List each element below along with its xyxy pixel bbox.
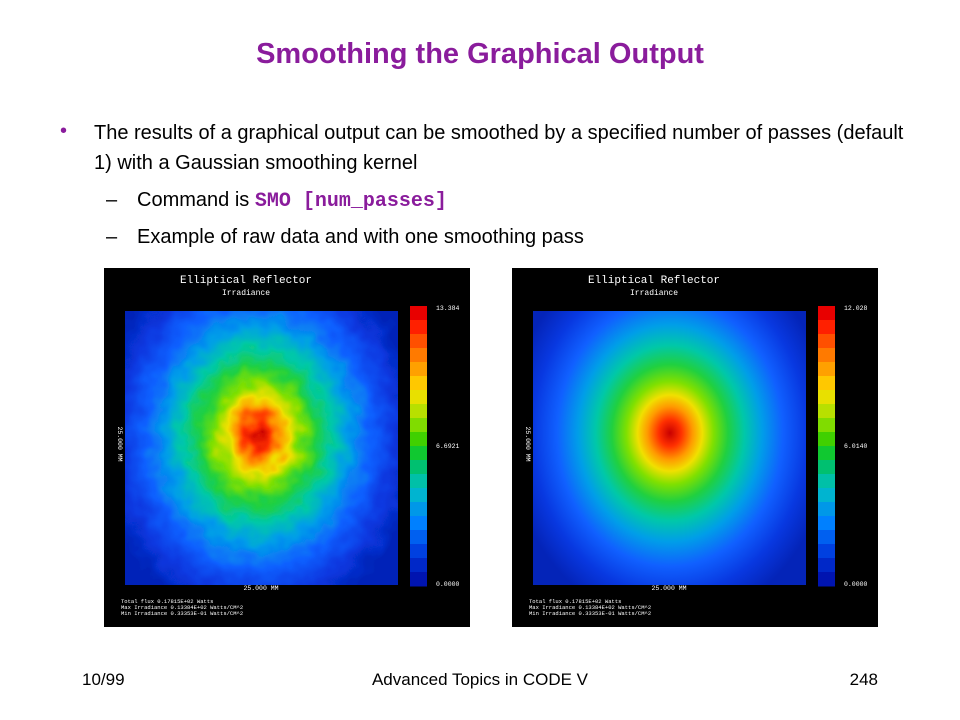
colorbar-band <box>818 348 835 363</box>
colorbar-band <box>818 572 835 587</box>
colorbar-band <box>410 376 427 391</box>
colorbar-band <box>410 348 427 363</box>
plot-subtitle: Irradiance <box>222 289 270 298</box>
plot-title: Elliptical Reflector <box>180 275 312 287</box>
colorbar-band <box>410 460 427 475</box>
colorbar-band <box>818 558 835 573</box>
colorbar-band <box>410 530 427 545</box>
colorbar-band <box>818 446 835 461</box>
colorbar-band <box>818 418 835 433</box>
colorbar-band <box>818 544 835 559</box>
subitem-text: Example of raw data and with one smoothi… <box>137 226 584 248</box>
stats-line: Max Irradiance 0.13384E+02 Watts/CM^2 <box>121 604 243 611</box>
stats-line: Min Irradiance 0.33353E-01 Watts/CM^2 <box>529 610 651 617</box>
heatmap-fill <box>125 311 398 585</box>
colorbar-band <box>410 418 427 433</box>
x-axis-label: 25.000 MM <box>243 585 278 592</box>
colorbar-band <box>410 432 427 447</box>
colorbar-label: 12.028 <box>844 305 868 312</box>
irradiance-plot-raw: Elliptical Reflector Irradiance 13.384 6.69… <box>104 268 470 627</box>
heatmap-fill <box>533 311 806 585</box>
colorbar-band <box>818 474 835 489</box>
footer-page: 248 <box>849 670 878 689</box>
footer-date: 10/99 <box>82 670 125 689</box>
colorbar-band <box>410 474 427 489</box>
footer-center: Advanced Topics in CODE V <box>371 670 589 689</box>
colorbar-band <box>818 390 835 405</box>
bullet-dot: • <box>60 120 68 142</box>
colorbar-band <box>818 404 835 419</box>
stats-line: Total flux 0.17815E+02 Watts <box>121 598 213 605</box>
colorbar-band <box>410 362 427 377</box>
colorbar-band <box>410 572 427 587</box>
colorbar-band <box>410 502 427 517</box>
irradiance-plot-smoothed: Elliptical Reflector Irradiance 12.028 6.01… <box>512 268 878 627</box>
colorbar-label: 6.6921 <box>436 443 460 450</box>
colorbar-label: 6.0140 <box>844 443 868 450</box>
subitem: Command is SMO [num_passes] <box>137 185 447 217</box>
colorbar-band <box>410 390 427 405</box>
colorbar-band <box>410 488 427 503</box>
slide-title: Smoothing the Graphical Output <box>256 38 704 70</box>
colorbar-label: 0.0000 <box>844 581 868 588</box>
plot-subtitle: Irradiance <box>630 289 678 298</box>
colorbar-band <box>818 530 835 545</box>
stats-line: Total flux 0.17815E+02 Watts <box>529 598 621 605</box>
bullet-text: The results of a graphical output can be… <box>94 122 904 174</box>
heatmap <box>125 311 398 585</box>
colorbar-band <box>818 460 835 475</box>
colorbar-band <box>818 320 835 335</box>
colorbar-band <box>410 544 427 559</box>
y-axis-label: 25.000 MM <box>524 426 531 461</box>
colorbar-band <box>818 516 835 531</box>
colorbar-band <box>818 306 835 321</box>
command-code: SMO [num_passes] <box>254 190 447 213</box>
colorbar-band <box>818 488 835 503</box>
colorbar-band <box>410 334 427 349</box>
colorbar-band <box>410 306 427 321</box>
colorbar-band <box>818 334 835 349</box>
stats-line: Max Irradiance 0.13384E+02 Watts/CM^2 <box>529 604 651 611</box>
y-axis-label: 25.000 MM <box>116 426 123 461</box>
colorbar-band <box>818 502 835 517</box>
colorbar-band <box>818 362 835 377</box>
colorbar-label: 13.384 <box>436 305 460 312</box>
colorbar-band <box>410 320 427 335</box>
colorbar-band <box>410 558 427 573</box>
colorbar-band <box>818 376 835 391</box>
dash: – <box>106 226 118 248</box>
colorbar-label: 0.0000 <box>436 581 460 588</box>
colorbar-band <box>410 516 427 531</box>
plot-title: Elliptical Reflector <box>588 275 720 287</box>
colorbar-band <box>410 404 427 419</box>
colorbar-band <box>818 432 835 447</box>
heatmap <box>533 311 806 585</box>
colorbar-band <box>410 446 427 461</box>
dash: – <box>106 189 118 211</box>
x-axis-label: 25.000 MM <box>651 585 686 592</box>
subitem-text: Command is <box>137 189 250 211</box>
stats-line: Min Irradiance 0.33353E-01 Watts/CM^2 <box>121 610 243 617</box>
